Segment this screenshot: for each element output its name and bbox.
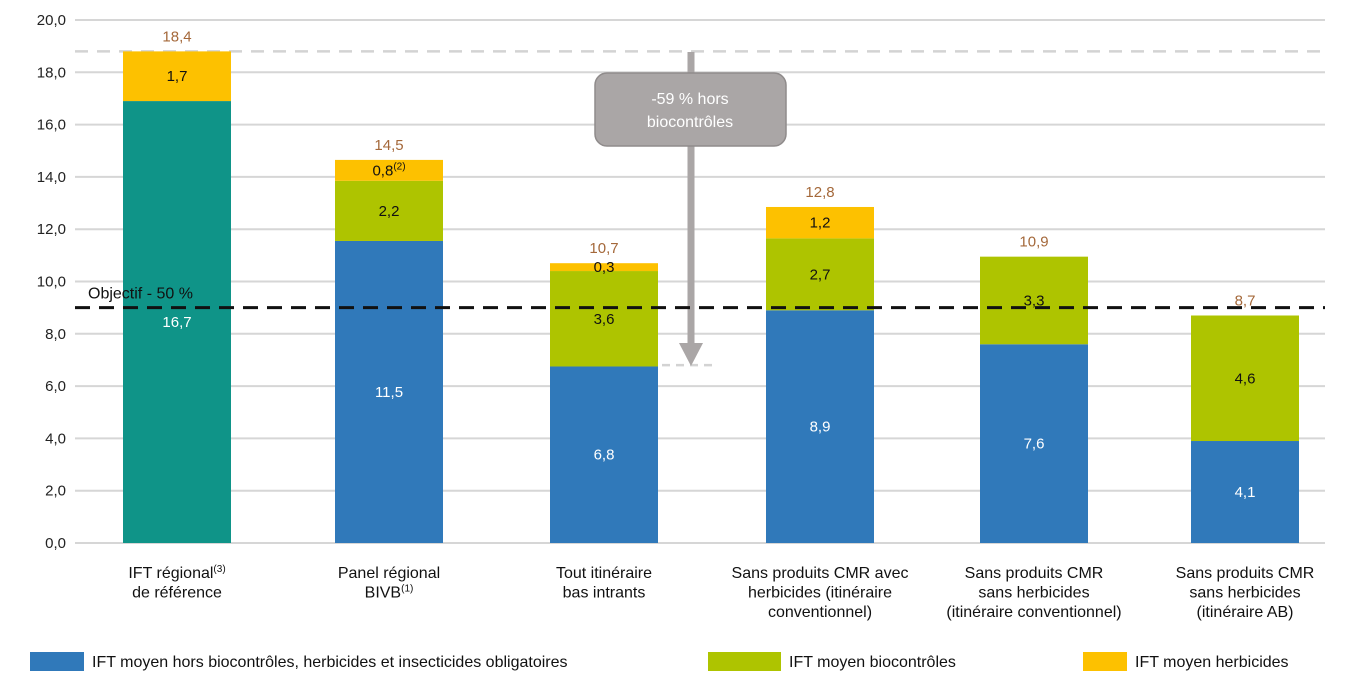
y-tick-label: 4,0 <box>45 430 66 447</box>
callout-text: biocontrôles <box>647 114 733 131</box>
objective-label: Objectif - 50 % <box>88 286 193 303</box>
bar-segment <box>980 344 1088 543</box>
legend-label: IFT moyen herbicides <box>1135 654 1289 671</box>
category-label-line: IFT régional(3) <box>128 564 225 582</box>
bar-segment <box>766 206 874 239</box>
legend-label: IFT moyen biocontrôles <box>789 654 956 671</box>
y-tick-label: 18,0 <box>37 64 66 81</box>
x-axis: IFT régional(3) de référence Panel régiona… <box>128 564 1314 621</box>
segment-value-label: 1,2 <box>810 215 831 232</box>
category-label: Panel régional BIVB(1) <box>338 565 440 602</box>
category-label-line: sans herbicides <box>1189 585 1300 602</box>
reduction-callout: -59 % hors biocontrôles <box>594 52 787 366</box>
segment-value-label: 16,7 <box>162 314 191 331</box>
segment-value-label: 4,1 <box>1235 484 1256 501</box>
bar-segment <box>550 263 658 272</box>
category-label: Tout itinéraire bas intrants <box>556 565 652 602</box>
callout-box <box>594 72 787 147</box>
segment-value-label: 8,9 <box>810 419 831 436</box>
bars: 16,7 1,7 18,4 11,5 2,2 0,8(2) 14,5 6,8 3,6 0,3 10,… <box>123 28 1299 543</box>
category-label-line: sans herbicides <box>978 585 1089 602</box>
bar-segment <box>550 366 658 543</box>
bar-segment <box>335 180 443 241</box>
y-tick-label: 20,0 <box>37 12 66 29</box>
total-value-label: 8,7 <box>1235 292 1256 309</box>
segment-value-label: 11,5 <box>375 384 403 401</box>
arrow-head <box>679 343 703 366</box>
segment-value-label: 2,2 <box>379 203 400 220</box>
segment-value-label: 6,8 <box>594 447 615 464</box>
category-label: Sans produits CMR sans herbicides (itinéra… <box>1176 565 1315 621</box>
bar-segment <box>123 51 231 102</box>
reference-lines <box>75 50 1325 367</box>
y-tick-label: 6,0 <box>45 378 66 395</box>
category-label-line: (itinéraire conventionnel) <box>946 604 1121 621</box>
segment-value-label: 0,8(2) <box>372 161 405 179</box>
category-label-line: conventionnel) <box>768 604 872 621</box>
y-tick-label: 8,0 <box>45 326 66 343</box>
bar-segment <box>123 101 231 543</box>
segment-value-label: 4,6 <box>1235 370 1256 387</box>
bar-segment <box>335 240 443 543</box>
bar-stack: 4,1 4,6 8,7 <box>1191 292 1299 543</box>
bar-segment <box>1191 315 1299 442</box>
legend-item: IFT moyen hors biocontrôles, herbicides … <box>30 652 568 671</box>
category-label-line: (itinéraire AB) <box>1197 604 1294 621</box>
legend-label: IFT moyen hors biocontrôles, herbicides … <box>92 654 568 671</box>
legend: IFT moyen hors biocontrôles, herbicides … <box>30 652 1289 671</box>
bar-stack: 11,5 2,2 0,8(2) 14,5 <box>335 137 443 543</box>
category-label-line: herbicides (itinéraire <box>748 585 892 602</box>
total-value-label: 10,9 <box>1019 234 1048 251</box>
category-label-line: Sans produits CMR avec <box>732 565 909 582</box>
total-value-label: 12,8 <box>805 184 834 201</box>
total-value-label: 14,5 <box>374 137 403 154</box>
y-tick-label: 0,0 <box>45 535 66 552</box>
y-tick-label: 14,0 <box>37 169 66 186</box>
bar-segment <box>766 238 874 311</box>
category-label: IFT régional(3) de référence <box>128 564 225 602</box>
category-label-line: Tout itinéraire <box>556 565 652 582</box>
legend-swatch <box>708 652 781 671</box>
bar-segment <box>980 256 1088 345</box>
segment-value-label: 3,3 <box>1024 292 1045 309</box>
objective-line: Objectif - 50 % <box>75 286 1325 310</box>
bar-segment <box>550 271 658 367</box>
callout-text: -59 % hors <box>651 91 728 108</box>
segment-value-label: 2,7 <box>810 266 831 283</box>
y-tick-label: 12,0 <box>37 221 66 238</box>
segment-value-label: 0,3 <box>594 259 615 276</box>
y-tick-label: 16,0 <box>37 117 66 134</box>
total-value-label: 10,7 <box>589 240 618 257</box>
bar-segment <box>766 310 874 543</box>
category-label-line: de référence <box>132 585 222 602</box>
bar-stack: 8,9 2,7 1,2 12,8 <box>766 184 874 543</box>
arrow-shaft <box>687 52 695 344</box>
y-axis: 0,0 2,0 4,0 6,0 8,0 10,0 12,0 14,0 16,0 18,0 20,0 <box>37 12 66 552</box>
segment-value-label: 3,6 <box>594 311 615 328</box>
category-label: Sans produits CMR avec herbicides (itinér… <box>732 565 909 621</box>
bar-stack: 7,6 3,3 10,9 <box>980 234 1088 543</box>
bar-stack: 6,8 3,6 0,3 10,7 <box>550 240 658 543</box>
bar-segment <box>335 159 443 181</box>
legend-item: IFT moyen biocontrôles <box>708 652 956 671</box>
segment-value-label: 7,6 <box>1024 436 1045 453</box>
category-label: Sans produits CMR sans herbicides (itinéra… <box>946 565 1121 621</box>
category-label-line: bas intrants <box>563 585 646 602</box>
bar-segment <box>1191 441 1299 543</box>
y-tick-label: 10,0 <box>37 274 66 291</box>
category-label-line: BIVB(1) <box>365 584 414 602</box>
legend-item: IFT moyen herbicides <box>1083 652 1289 671</box>
category-label-line: Panel régional <box>338 565 440 582</box>
total-value-label: 18,4 <box>162 28 191 45</box>
legend-swatch <box>1083 652 1127 671</box>
segment-value-label: 1,7 <box>167 68 188 85</box>
category-label-line: Sans produits CMR <box>965 565 1104 582</box>
category-label-line: Sans produits CMR <box>1176 565 1315 582</box>
legend-swatch <box>30 652 84 671</box>
y-tick-label: 2,0 <box>45 483 66 500</box>
bar-stack: 16,7 1,7 18,4 <box>123 28 231 543</box>
